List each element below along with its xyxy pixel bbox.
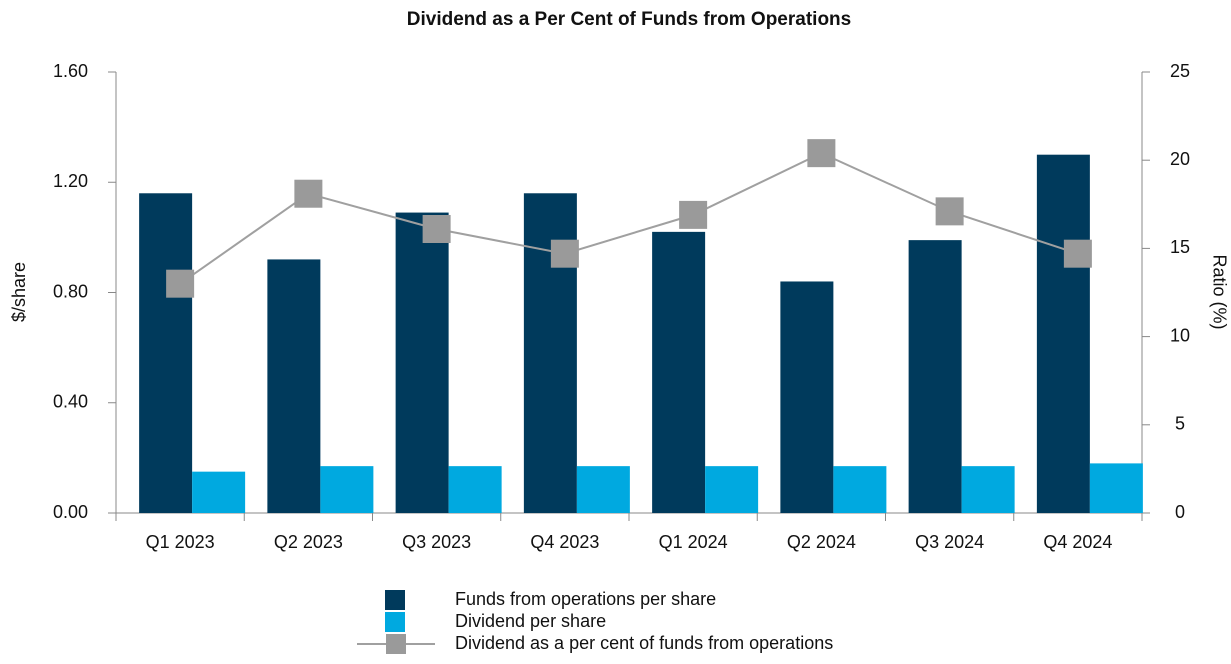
marker xyxy=(166,269,195,298)
bar xyxy=(267,259,321,513)
y-tick-label: 1.20 xyxy=(53,171,88,191)
y-tick-label: 0.80 xyxy=(53,281,88,301)
bar xyxy=(908,240,962,513)
x-tick-label: Q3 2024 xyxy=(915,532,984,552)
legend-swatch xyxy=(385,612,405,632)
bar xyxy=(448,466,502,513)
marker xyxy=(1063,239,1092,268)
x-tick-label: Q2 2024 xyxy=(787,532,856,552)
bar xyxy=(705,466,759,513)
y-axis-label: $/share xyxy=(9,262,29,322)
marker xyxy=(294,179,323,208)
marker xyxy=(550,239,579,268)
bar xyxy=(780,281,834,513)
chart-title: Dividend as a Per Cent of Funds from Ope… xyxy=(407,9,851,30)
y-tick-label: 1.60 xyxy=(53,61,88,81)
bar xyxy=(1089,463,1143,513)
marker xyxy=(679,200,708,229)
bar xyxy=(961,466,1015,513)
x-tick-label: Q1 2024 xyxy=(659,532,728,552)
legend-marker xyxy=(386,634,406,654)
x-tick-label: Q1 2023 xyxy=(146,532,215,552)
legend-swatch xyxy=(385,590,405,610)
x-tick-label: Q3 2023 xyxy=(402,532,471,552)
y2-tick-label: 10 xyxy=(1170,325,1190,345)
y2-tick-label: 15 xyxy=(1170,237,1190,257)
bar xyxy=(652,231,706,514)
y2-tick-label: 20 xyxy=(1170,149,1190,169)
marker xyxy=(807,139,836,168)
bar xyxy=(139,193,193,513)
bar xyxy=(1036,154,1090,513)
legend-label: Dividend per share xyxy=(455,611,606,631)
bar xyxy=(320,466,374,513)
y2-tick-label: 5 xyxy=(1175,414,1185,434)
y-tick-label: 0.00 xyxy=(53,502,88,522)
y2-tick-label: 0 xyxy=(1175,502,1185,522)
marker xyxy=(422,214,451,243)
x-tick-label: Q4 2024 xyxy=(1043,532,1112,552)
bar xyxy=(395,212,449,513)
bar xyxy=(833,466,887,513)
legend-label: Funds from operations per share xyxy=(455,589,716,609)
line xyxy=(179,152,1079,285)
y-tick-label: 0.40 xyxy=(53,392,88,412)
legend-label: Dividend as a per cent of funds from ope… xyxy=(455,633,833,653)
bar xyxy=(192,471,246,513)
marker xyxy=(935,197,964,226)
x-tick-label: Q2 2023 xyxy=(274,532,343,552)
y2-axis-label: Ratio (%) xyxy=(1209,254,1229,329)
x-tick-label: Q4 2023 xyxy=(530,532,599,552)
bar xyxy=(576,466,630,513)
y2-tick-label: 25 xyxy=(1170,61,1190,81)
